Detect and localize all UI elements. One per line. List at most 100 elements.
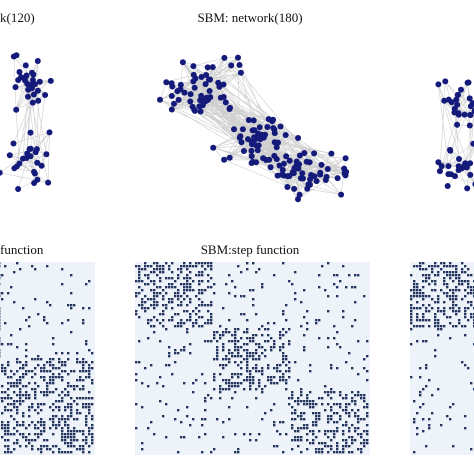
network-node xyxy=(254,147,261,154)
network-node xyxy=(248,153,255,160)
network-node xyxy=(248,160,255,166)
network-node xyxy=(210,144,217,151)
network-node xyxy=(323,173,330,180)
network-node xyxy=(299,170,306,177)
network-node xyxy=(168,106,175,113)
network-node xyxy=(190,63,197,70)
network-node xyxy=(461,111,468,118)
network-node xyxy=(334,175,341,182)
network-node xyxy=(221,156,228,163)
network-node xyxy=(22,62,29,69)
matrix-entries xyxy=(410,262,474,454)
network-node xyxy=(181,89,188,96)
network-node xyxy=(179,59,186,66)
network-node xyxy=(273,156,280,163)
network-node xyxy=(42,92,49,98)
network-node xyxy=(35,97,42,104)
network-node xyxy=(34,159,41,166)
network-node xyxy=(296,152,303,159)
network-node xyxy=(311,150,318,157)
network-node xyxy=(436,168,443,175)
network-node xyxy=(196,103,203,110)
network-node xyxy=(467,171,474,178)
network-node xyxy=(15,186,22,192)
panel-title: SBM:step function xyxy=(201,242,300,257)
network-node xyxy=(239,126,246,133)
network-node xyxy=(273,144,280,151)
network-node xyxy=(458,86,464,93)
network-node xyxy=(470,140,474,147)
network-node xyxy=(447,147,454,154)
panel-title: function xyxy=(0,242,44,257)
network-node xyxy=(342,172,349,179)
network-node xyxy=(283,153,290,160)
network-node xyxy=(30,91,37,98)
network-node xyxy=(168,93,175,99)
network-node xyxy=(464,79,471,86)
network-node xyxy=(235,54,241,61)
network-node xyxy=(256,124,263,131)
network-node xyxy=(12,84,19,91)
network-node xyxy=(202,81,209,88)
network-node xyxy=(43,151,50,158)
network-node xyxy=(458,165,465,172)
network-node xyxy=(26,146,33,152)
network-node xyxy=(0,169,3,176)
network-node xyxy=(271,126,278,133)
network-node xyxy=(296,191,303,198)
network-node xyxy=(34,87,41,94)
network-node xyxy=(456,156,462,162)
network-node xyxy=(442,78,449,85)
panel-title: SBM: network(180) xyxy=(197,10,302,25)
network-node xyxy=(279,167,286,173)
network-node xyxy=(24,80,31,87)
network-node xyxy=(30,71,37,78)
network-node xyxy=(255,135,262,142)
network-node xyxy=(453,96,460,103)
network-node xyxy=(171,100,177,107)
network-node xyxy=(46,129,53,136)
network-node xyxy=(34,58,41,64)
network-node xyxy=(191,84,198,91)
network-node xyxy=(206,88,213,94)
network-node xyxy=(11,165,18,172)
network-node xyxy=(187,98,194,105)
network-node xyxy=(277,123,284,130)
network-node xyxy=(267,164,274,171)
matrix-background xyxy=(0,262,95,455)
network-node xyxy=(197,97,204,104)
network-node xyxy=(36,78,43,85)
network-node xyxy=(245,117,252,123)
network-node xyxy=(284,184,291,190)
network-node xyxy=(10,140,17,147)
network-node xyxy=(275,139,281,146)
network-node xyxy=(264,124,271,130)
network-node xyxy=(10,53,17,60)
network-node xyxy=(228,62,235,69)
network-node xyxy=(250,117,257,124)
network-node xyxy=(303,158,310,165)
panel-title: k(120) xyxy=(0,10,35,25)
network-node xyxy=(197,108,204,115)
network-node xyxy=(28,85,35,92)
network-node xyxy=(295,196,301,203)
network-node xyxy=(16,69,23,75)
network-node xyxy=(317,169,324,176)
network-node xyxy=(238,139,245,146)
network-node xyxy=(255,142,262,149)
network-node xyxy=(452,173,458,180)
network-node xyxy=(466,95,473,102)
drawing xyxy=(0,52,474,455)
network-node xyxy=(297,175,304,182)
network-node xyxy=(301,150,308,156)
network-node xyxy=(31,180,38,186)
network-node xyxy=(157,96,163,103)
network-node xyxy=(471,108,474,114)
network-node xyxy=(342,155,349,162)
network-node xyxy=(169,83,176,90)
network-node xyxy=(175,96,182,103)
network-node xyxy=(25,93,31,100)
network-node xyxy=(454,121,461,128)
